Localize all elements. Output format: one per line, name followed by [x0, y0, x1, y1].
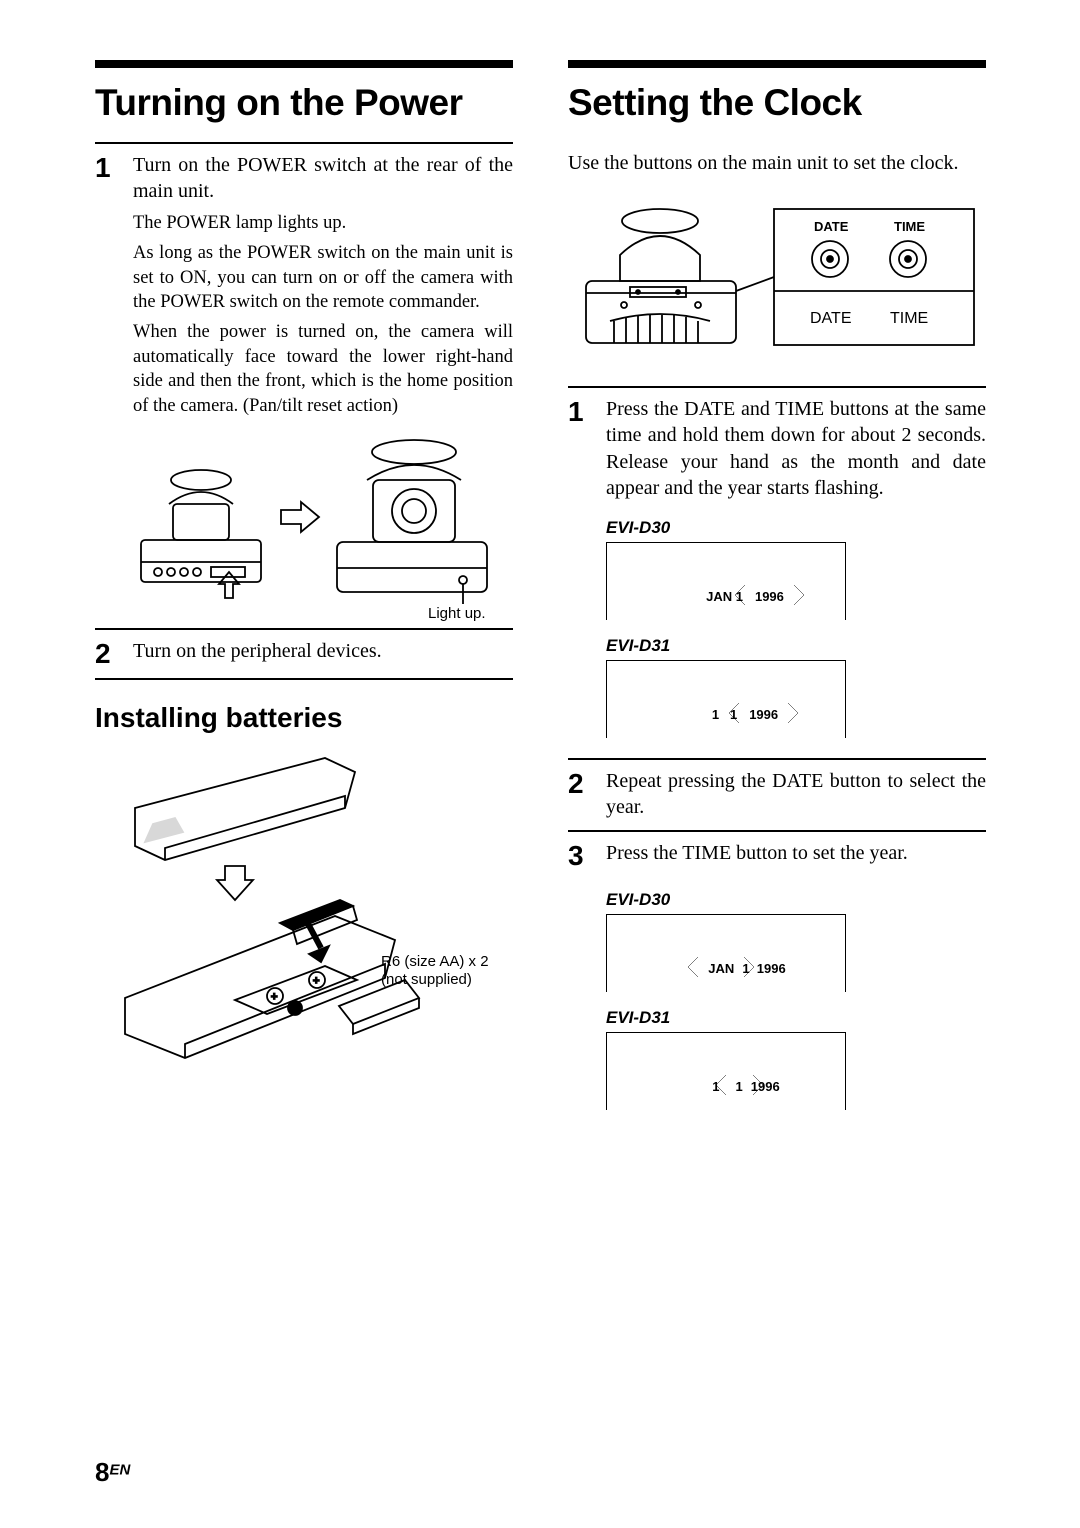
section-bar	[568, 60, 986, 68]
unit-figure: DATE TIME DATE TIME	[568, 193, 986, 368]
step-2: 2 Turn on the peripheral devices.	[95, 630, 513, 678]
step-lead: Turn on the POWER switch at the rear of …	[133, 152, 513, 205]
step-number: 1	[568, 396, 606, 502]
screen-flash: 1996	[753, 589, 786, 604]
left-column: Turning on the Power 1 Turn on the POWER…	[95, 60, 513, 1420]
camera-figure: Light up.	[95, 432, 513, 622]
time-label-top: TIME	[894, 219, 925, 234]
model-evi-d31-b: EVI-D31	[606, 1008, 986, 1028]
rule	[95, 678, 513, 680]
date-label-top: DATE	[814, 219, 849, 234]
screen-flash: 1	[734, 1079, 745, 1094]
title-power: Turning on the Power	[95, 82, 513, 124]
battery-svg: + + R6 (size AA) x 2 (not supplied)	[95, 748, 513, 1068]
light-up-label: Light up.	[428, 605, 486, 622]
model-evi-d30-b: EVI-D30	[606, 890, 986, 910]
camera-svg: Light up.	[133, 432, 503, 622]
step-number: 1	[95, 152, 133, 418]
page-number: 8	[95, 1457, 109, 1487]
page-columns: Turning on the Power 1 Turn on the POWER…	[95, 60, 985, 1420]
screen-d31-1: 1 1 1996	[606, 660, 846, 738]
unit-svg: DATE TIME DATE TIME	[568, 193, 986, 368]
step-2-right: 2 Repeat pressing the DATE button to sel…	[568, 760, 986, 831]
installing-batteries-heading: Installing batteries	[95, 702, 513, 734]
model-evi-d31: EVI-D31	[606, 636, 986, 656]
svg-text:+: +	[313, 975, 319, 987]
step-text: Press the DATE and TIME buttons at the s…	[606, 396, 986, 502]
screen-d30-2: JAN 1 1996	[606, 914, 846, 992]
step-text: Repeat pressing the DATE button to selec…	[606, 768, 986, 821]
page-footer: 8EN	[95, 1457, 130, 1488]
step-number: 2	[568, 768, 606, 821]
step-sub: As long as the POWER switch on the main …	[133, 241, 513, 314]
battery-note-line2: (not supplied)	[381, 971, 472, 988]
step-3-right: 3 Press the TIME button to set the year.	[568, 832, 986, 880]
screen-d30-1: JAN 1 1996	[606, 542, 846, 620]
battery-figure: + + R6 (size AA) x 2 (not supplied)	[95, 748, 513, 1068]
step-text: Turn on the peripheral devices.	[133, 638, 513, 668]
step-number: 2	[95, 638, 133, 668]
step-text: Press the TIME button to set the year.	[606, 840, 986, 870]
right-column: Setting the Clock Use the buttons on the…	[568, 60, 986, 1420]
date-label-bottom: DATE	[810, 310, 851, 327]
time-label-bottom: TIME	[890, 310, 928, 327]
step-body: Turn on the POWER switch at the rear of …	[133, 152, 513, 418]
step-sub: When the power is turned on, the camera …	[133, 320, 513, 418]
step-1-right: 1 Press the DATE and TIME buttons at the…	[568, 388, 986, 512]
step-1: 1 Turn on the POWER switch at the rear o…	[95, 144, 513, 428]
screen-flash: 1996	[747, 707, 780, 722]
title-clock: Setting the Clock	[568, 82, 986, 124]
screen-flash: JAN	[706, 961, 736, 976]
battery-note-line1: R6 (size AA) x 2	[381, 953, 489, 970]
model-evi-d30: EVI-D30	[606, 518, 986, 538]
step-sub: The POWER lamp lights up.	[133, 211, 513, 235]
page-lang: EN	[109, 1462, 130, 1479]
clock-intro: Use the buttons on the main unit to set …	[568, 152, 986, 175]
step-number: 3	[568, 840, 606, 870]
svg-text:+: +	[271, 991, 277, 1003]
screen-d31-2: 1 1 1996	[606, 1032, 846, 1110]
section-bar	[95, 60, 513, 68]
